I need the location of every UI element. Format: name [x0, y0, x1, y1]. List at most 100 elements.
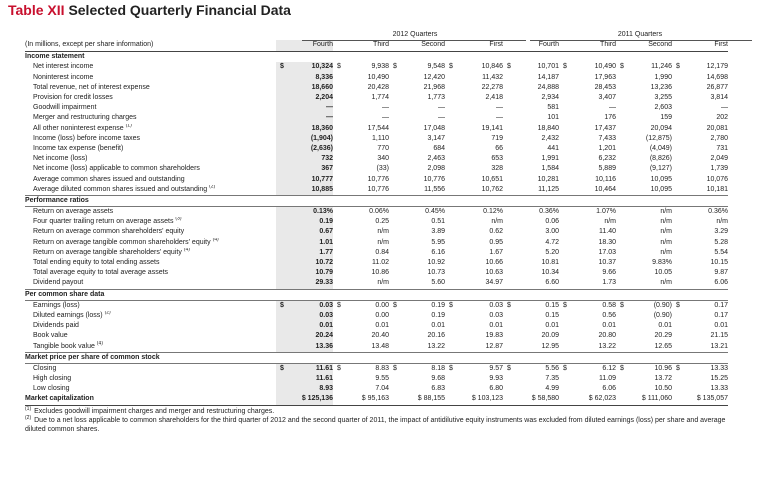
cell-value: 1,990: [654, 73, 672, 81]
cell-value: 0.58: [602, 301, 616, 309]
table-row: Net income (loss) 732 340 2,463 653 1,991 6,23…: [25, 154, 728, 165]
currency-symbol: $: [563, 63, 567, 71]
table-cell: 10.81: [503, 258, 559, 268]
market-cap-cell: $ 88,155: [389, 394, 445, 406]
row-label-text: Closing: [33, 364, 57, 372]
table-cell: 18.30: [559, 238, 616, 248]
cell-value: 11.40: [599, 228, 616, 236]
currency-symbol: $: [563, 364, 567, 372]
group-header-2012: 2012 Quarters: [392, 31, 438, 38]
cell-value: —: [326, 114, 333, 122]
table-cell: (4,049): [616, 144, 672, 154]
table-cell: 0.62: [445, 227, 503, 237]
table-cell: n/m: [445, 217, 503, 227]
cell-value: 0.00: [375, 301, 389, 309]
cell-value: 653: [491, 155, 503, 163]
table-cell: 0.03: [276, 310, 333, 322]
table-cell: 18,840: [503, 124, 559, 134]
table-cell: 11.40: [559, 227, 616, 237]
table-cell: 20,428: [333, 83, 389, 93]
cell-value: 9.83%: [652, 259, 672, 267]
table-cell: 367: [276, 164, 333, 175]
cell-value: 6.06: [714, 279, 728, 287]
col-header: Second: [616, 40, 672, 53]
table-cell: $ (0.90): [616, 300, 672, 311]
table-cell: 10,095: [616, 184, 672, 196]
market-cap-cell: $ 125,136: [276, 394, 333, 406]
table-cell: 13,236: [616, 83, 672, 93]
cell-value: —: [496, 114, 503, 122]
table-row: Tangible book value (4) 13.36 13.48 13.22 12…: [25, 341, 728, 353]
table-cell: 9.55: [333, 374, 389, 384]
footnote-ref: (2): [209, 184, 216, 190]
cell-value: n/m: [660, 228, 672, 236]
cell-value: 12.87: [485, 342, 503, 350]
cell-value: (9,127): [649, 165, 672, 173]
table-cell: 5.54: [672, 248, 728, 258]
cell-value: 11.09: [599, 375, 616, 383]
table-cell: 0.19: [389, 311, 445, 321]
table-cell: 3.00: [503, 227, 559, 237]
table-cell: 15.25: [672, 374, 728, 384]
table-cell: —: [333, 103, 389, 113]
row-label-text: Dividend payout: [33, 279, 84, 287]
table-cell: (2,636): [276, 143, 333, 155]
currency-symbol: $: [449, 63, 453, 71]
table-cell: (8,826): [616, 154, 672, 164]
cell-value: 0.15: [545, 301, 559, 309]
cell-value: 10,490: [367, 73, 389, 81]
cell-value: 10,776: [423, 175, 445, 183]
table-cell: 10.66: [445, 258, 503, 268]
cell-value: 3.00: [545, 228, 559, 236]
cell-value: 0.17: [714, 301, 728, 309]
cell-value: 0.19: [431, 311, 445, 319]
table-cell: $11,246: [616, 62, 672, 72]
cell-value: (12,875): [645, 134, 672, 142]
row-label: Dividend payout: [25, 278, 276, 290]
table-cell: —: [559, 103, 616, 113]
table-cell: 0.56: [559, 311, 616, 321]
table-cell: 34.97: [445, 278, 503, 290]
cell-value: 13.48: [371, 342, 389, 350]
table-cell: $8.18: [389, 363, 445, 374]
table-cell: 13.36: [276, 341, 333, 353]
table-cell: 6.83: [389, 384, 445, 394]
row-label: Income tax expense (benefit): [25, 144, 276, 154]
cell-value: 13.22: [427, 342, 445, 350]
table-row: Total ending equity to total ending asse…: [25, 257, 728, 269]
cell-value: 10.79: [315, 269, 333, 277]
cell-value: n/m: [660, 208, 672, 216]
row-label: Net income (loss): [25, 154, 276, 164]
table-cell: 719: [445, 134, 503, 144]
table-cell: $9,548: [389, 62, 445, 72]
table-row: Net income (loss) applicable to common s…: [25, 164, 728, 175]
cell-value: 12.95: [541, 342, 559, 350]
cell-value: 1.01: [319, 238, 333, 246]
table-cell: 10,777: [276, 174, 333, 185]
table-cell: 12,420: [389, 73, 445, 83]
cell-value: 24,888: [537, 83, 559, 91]
cell-value: 10.15: [710, 259, 728, 267]
table-cell: 0.51: [389, 217, 445, 227]
table-cell: 2,603: [616, 103, 672, 113]
table-row: Net interest income $10,324 $9,938 $9,548 $1…: [25, 62, 728, 73]
cell-value: 10.81: [541, 259, 559, 267]
table-cell: n/m: [616, 207, 672, 218]
cell-value: (2,636): [310, 144, 333, 152]
table-cell: 1.07%: [559, 207, 616, 218]
table-row: All other noninterest expense (1) 18,360 1…: [25, 123, 728, 134]
table-cell: —: [672, 103, 728, 113]
cell-value: 6.06: [602, 385, 616, 393]
cell-value: 29.33: [315, 279, 333, 287]
row-label-text: Tangible book value: [33, 342, 95, 350]
cell-value: 441: [547, 144, 559, 152]
table-cell: $10,846: [445, 62, 503, 72]
table-cell: 2,432: [503, 134, 559, 144]
table-cell: n/m: [616, 217, 672, 227]
footnote-ref: (1): [125, 123, 132, 129]
cell-value: 0.00: [375, 311, 389, 319]
table-row: Merger and restructuring charges — — — — 101 1…: [25, 113, 728, 124]
cell-value: 328: [491, 165, 503, 173]
row-label: Provision for credit losses: [25, 93, 276, 103]
table-cell: 653: [445, 154, 503, 164]
